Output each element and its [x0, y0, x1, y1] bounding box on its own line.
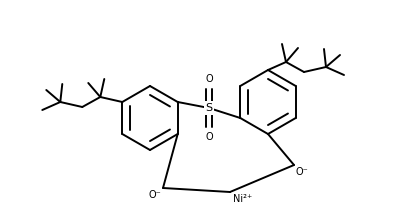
Text: O: O [204, 74, 212, 84]
Text: O⁻: O⁻ [148, 190, 161, 200]
Text: Ni²⁺: Ni²⁺ [232, 194, 252, 204]
Text: O⁻: O⁻ [295, 167, 308, 177]
Text: S: S [205, 103, 212, 113]
Text: O: O [204, 132, 212, 142]
